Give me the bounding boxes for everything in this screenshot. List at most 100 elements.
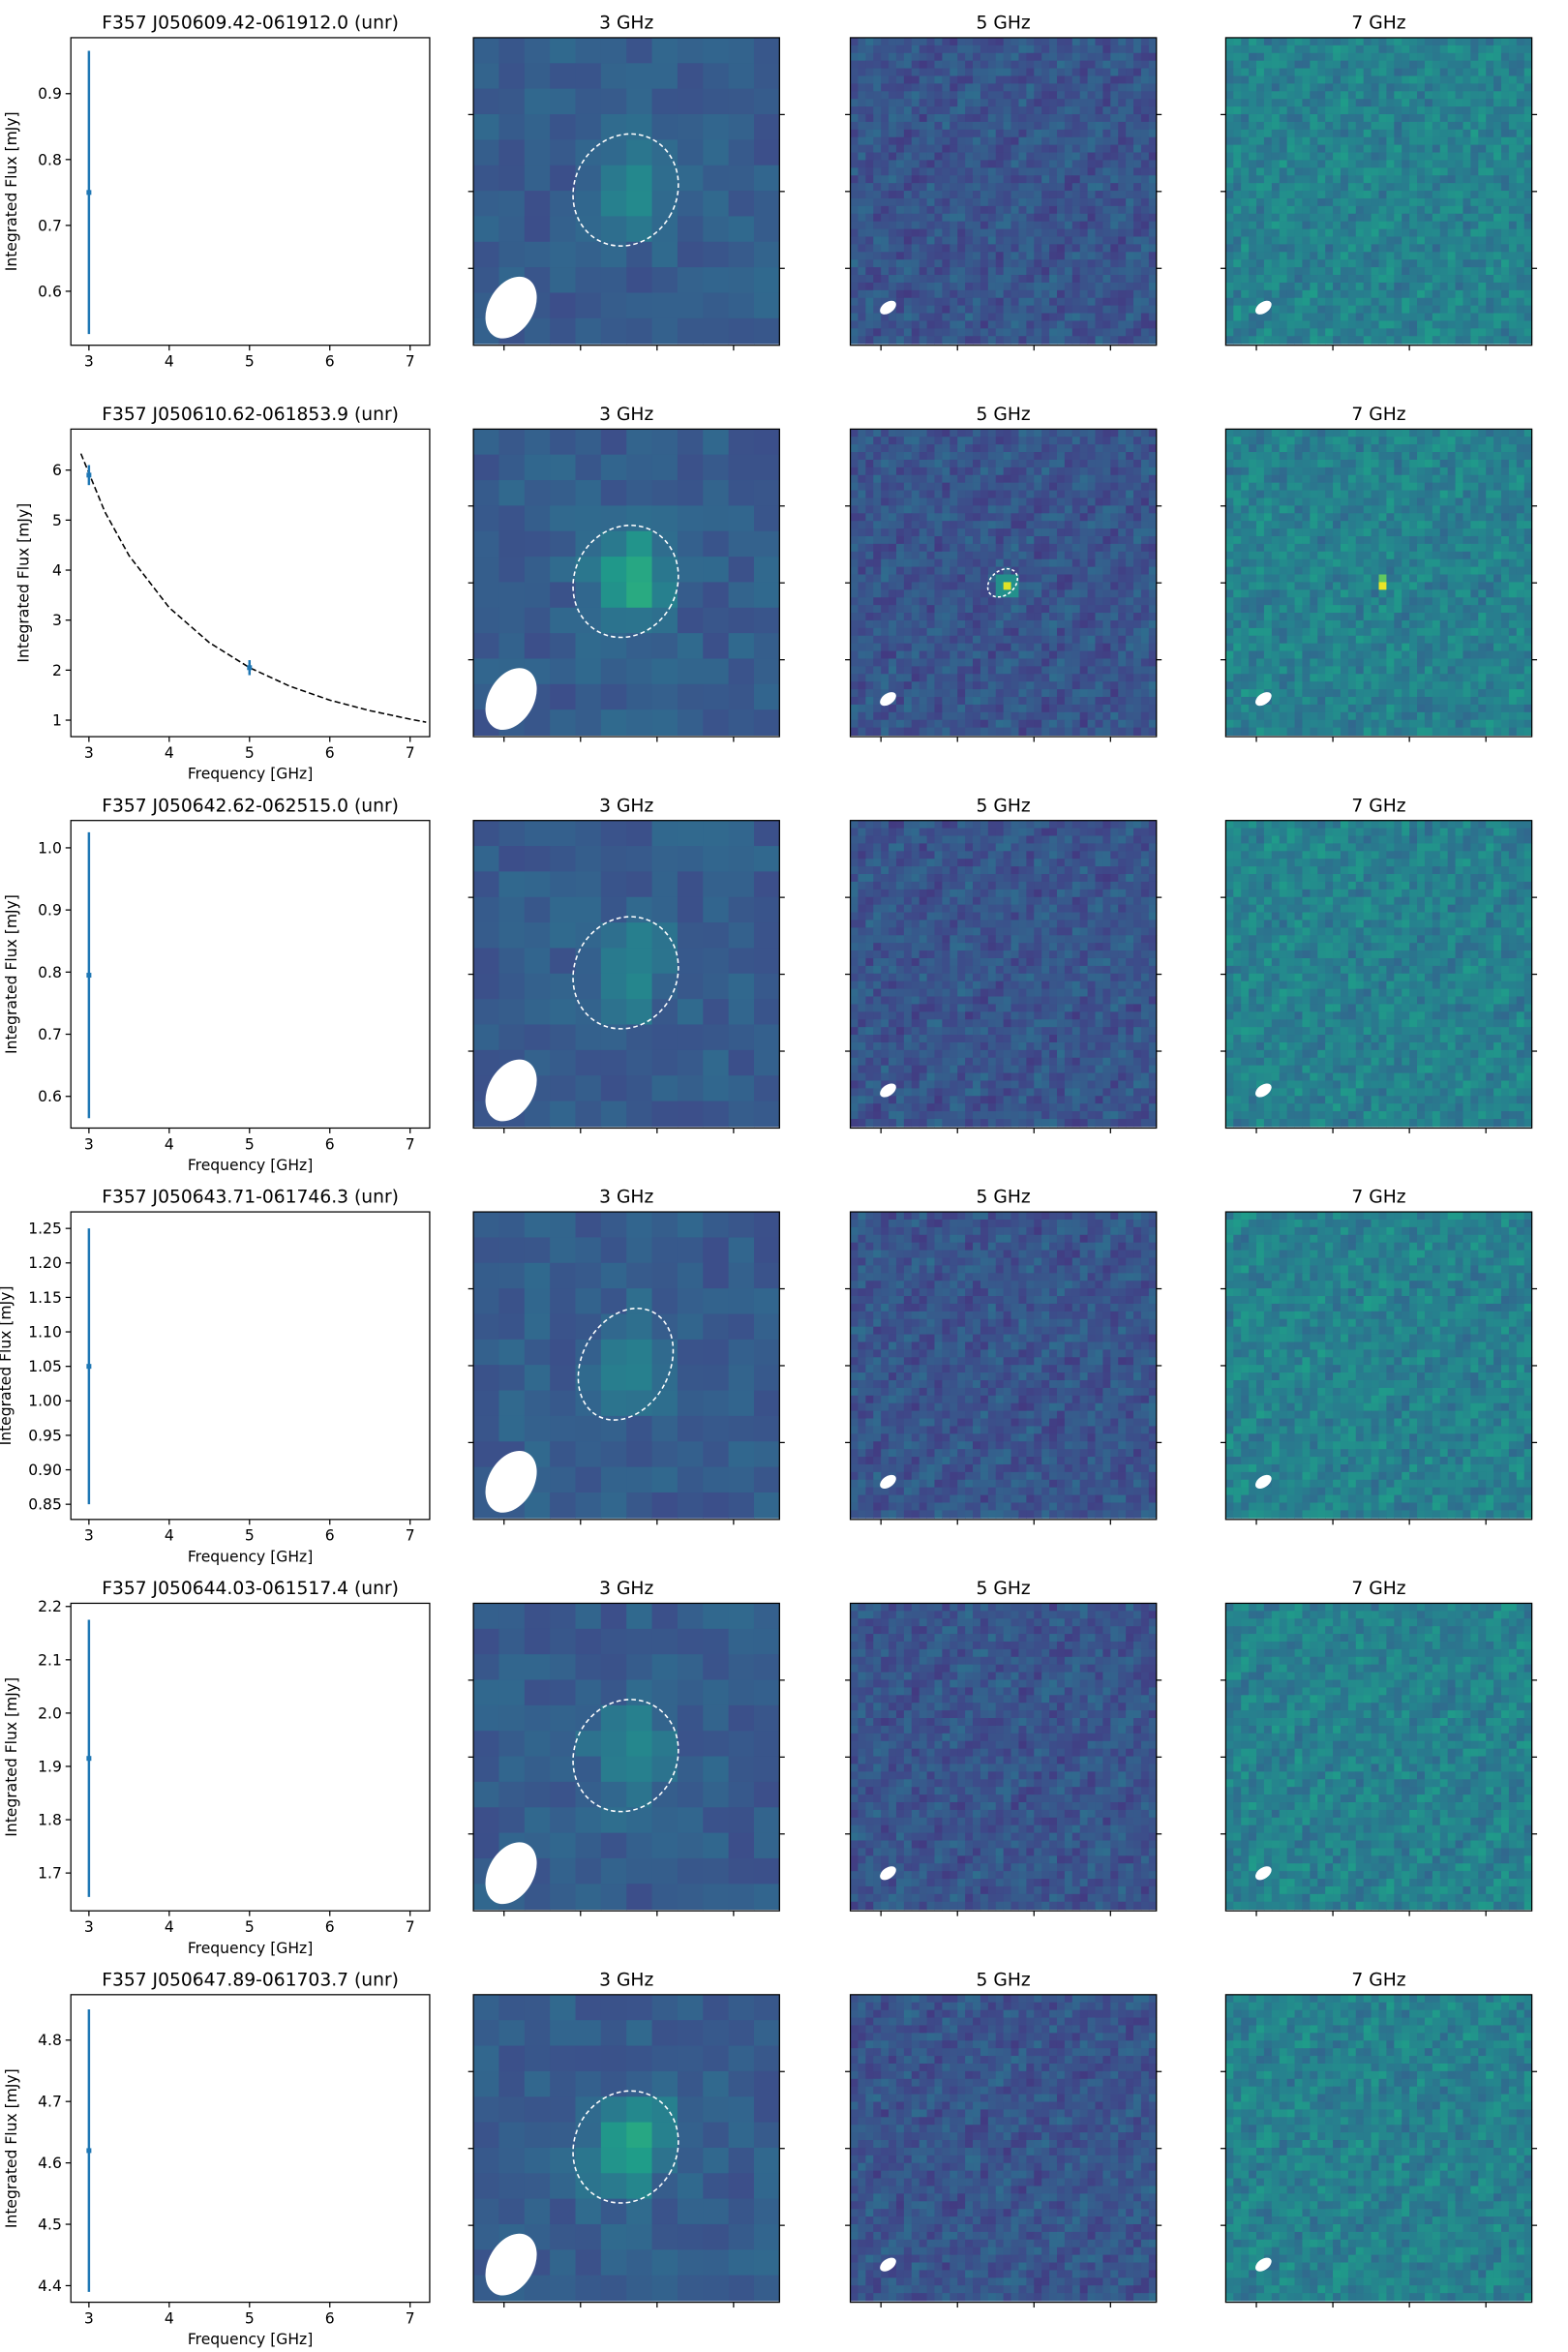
pixel	[950, 252, 958, 260]
pixel	[1500, 45, 1510, 54]
pixel	[911, 160, 920, 168]
pixel	[934, 313, 943, 321]
pixel	[865, 474, 874, 484]
pixel	[1447, 213, 1457, 223]
pixel	[1148, 221, 1158, 230]
pixel	[1071, 336, 1081, 345]
pixel	[1432, 91, 1441, 100]
pixel	[911, 429, 920, 437]
pixel	[1079, 658, 1089, 667]
pixel	[1417, 259, 1426, 268]
pixel	[1034, 175, 1042, 184]
pixel	[1026, 452, 1035, 461]
pixel	[1079, 45, 1089, 54]
pixel	[1049, 152, 1058, 161]
pixel	[1355, 228, 1365, 237]
pixel	[1140, 597, 1150, 606]
pixel	[1079, 213, 1089, 223]
pixel	[1018, 106, 1027, 115]
pixel	[1439, 252, 1449, 260]
pixel	[1071, 452, 1081, 461]
pixel	[865, 674, 874, 682]
pixel	[1508, 197, 1518, 207]
pixel	[1470, 259, 1479, 268]
pixel	[950, 121, 958, 131]
pixel	[881, 444, 890, 453]
pixel	[1018, 205, 1027, 215]
pixel	[1041, 589, 1050, 598]
pixel	[1003, 535, 1012, 545]
pixel	[1455, 144, 1463, 153]
pixel	[973, 320, 981, 329]
pixel	[1118, 650, 1127, 659]
pixel	[973, 99, 981, 107]
pixel	[850, 121, 859, 131]
pixel	[651, 37, 678, 64]
pixel	[1241, 60, 1250, 70]
pixel	[858, 313, 866, 321]
pixel	[1026, 244, 1035, 253]
pixel	[1417, 289, 1426, 299]
pixel	[1003, 129, 1012, 138]
pixel	[1478, 68, 1487, 76]
pixel	[1126, 627, 1134, 637]
pixel	[1424, 152, 1433, 161]
pixel	[1079, 236, 1089, 245]
pixel	[1049, 144, 1058, 153]
pixel	[1271, 91, 1281, 100]
pixel	[1118, 129, 1127, 138]
pixel	[1087, 597, 1096, 606]
pixel	[965, 574, 974, 583]
pixel	[550, 267, 576, 293]
pixel	[973, 52, 981, 62]
pixel	[1486, 297, 1494, 307]
pixel	[1010, 205, 1019, 215]
pixel	[911, 498, 920, 506]
pixel	[1225, 75, 1234, 84]
pixel	[881, 452, 890, 461]
pixel	[1148, 129, 1158, 138]
pixel	[995, 643, 1005, 652]
pixel	[1271, 83, 1281, 92]
pixel	[1500, 236, 1510, 245]
pixel	[926, 574, 935, 583]
pixel	[1034, 275, 1042, 284]
pixel	[1516, 52, 1525, 62]
pixel	[980, 205, 989, 215]
pixel	[1095, 643, 1103, 652]
pixel	[1041, 160, 1050, 168]
pixel	[1470, 205, 1479, 215]
pixel	[1263, 228, 1273, 237]
pixel	[1225, 236, 1234, 245]
pixel	[1034, 244, 1042, 253]
pixel	[980, 320, 989, 329]
pixel	[911, 228, 920, 237]
pixel	[903, 336, 913, 345]
pixel	[957, 474, 966, 484]
pixel	[934, 459, 943, 468]
pixel	[1087, 666, 1096, 675]
pixel	[1126, 528, 1134, 537]
pixel	[1118, 205, 1127, 215]
pixel	[1523, 336, 1533, 345]
pixel	[950, 313, 958, 321]
pixel	[1402, 37, 1410, 46]
pixel	[1486, 275, 1494, 284]
pixel	[1064, 429, 1073, 437]
pixel	[1133, 244, 1142, 253]
pixel	[626, 191, 653, 217]
pixel	[934, 289, 943, 299]
pixel	[1233, 144, 1242, 153]
beam	[485, 276, 537, 339]
pixel	[903, 297, 913, 307]
pixel	[575, 241, 602, 268]
pixel	[965, 191, 974, 199]
pixel	[1371, 60, 1379, 70]
pixel	[942, 191, 950, 199]
pixel	[1409, 99, 1418, 107]
pixel	[1140, 605, 1150, 614]
pixel	[1302, 328, 1311, 337]
pixel	[1317, 91, 1326, 100]
pixel	[1302, 336, 1311, 345]
pixel	[1508, 113, 1518, 123]
